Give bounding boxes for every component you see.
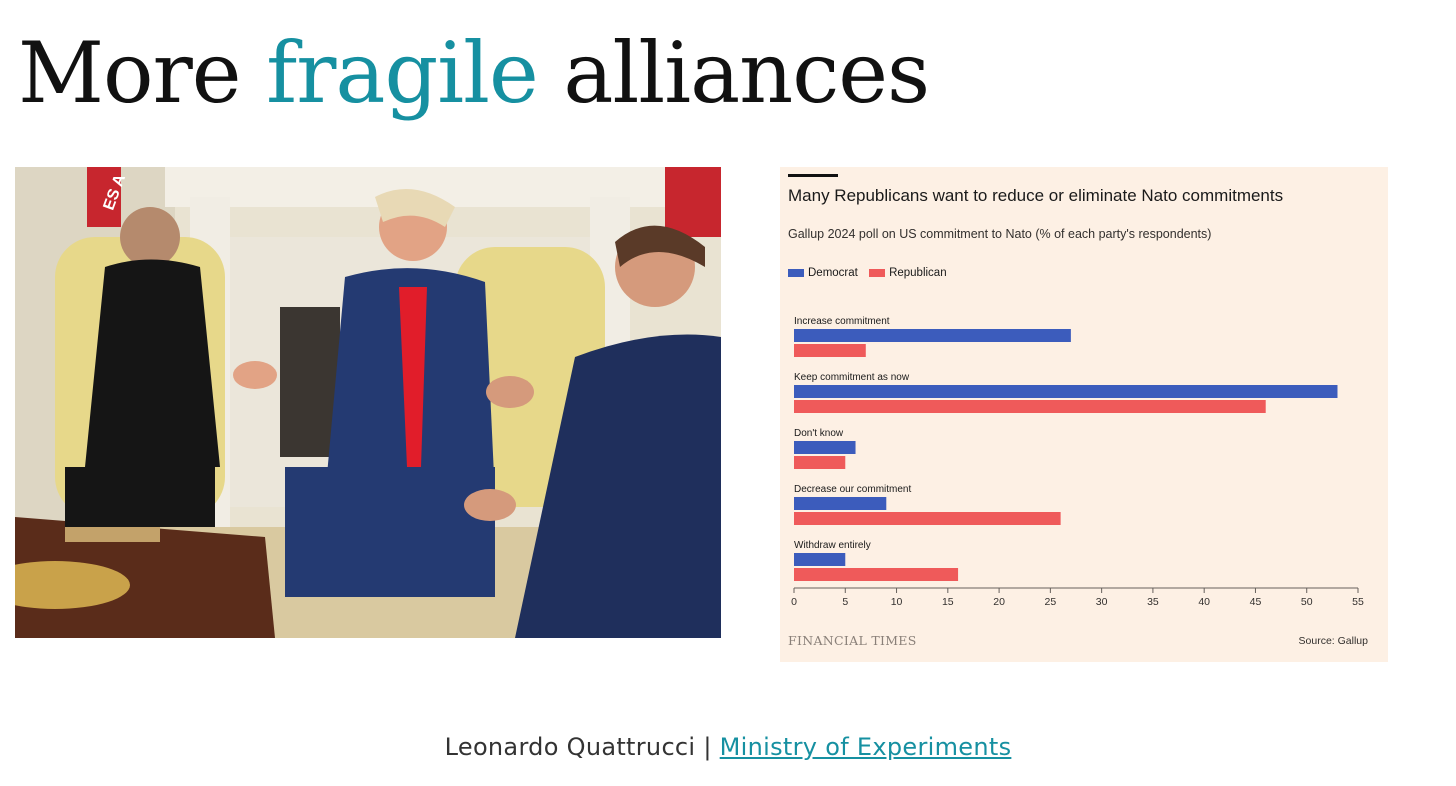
slide-title: More fragile alliances [18,18,930,128]
oval-office-photo: ES A [15,167,721,638]
x-tick-label: 15 [942,596,954,608]
legend-item-democrat: Democrat [788,267,858,279]
x-tick-label: 25 [1045,596,1057,608]
title-word-alliances: alliances [563,24,930,122]
bar-republican [794,512,1061,525]
x-tick-label: 40 [1198,596,1210,608]
chart-legend: Democrat Republican [788,267,955,280]
x-tick-label: 35 [1147,596,1159,608]
bar-democrat [794,385,1338,398]
title-word-fragile: fragile [266,24,539,122]
ministry-of-experiments-link[interactable]: Ministry of Experiments [719,733,1012,761]
legend-label-democrat: Democrat [808,267,858,279]
category-label: Keep commitment as now [794,372,910,383]
ft-chart-panel: Many Republicans want to reduce or elimi… [780,167,1388,662]
bar-republican [794,344,866,357]
bar-republican [794,400,1266,413]
x-tick-label: 5 [842,596,848,608]
footer-credit: Leonardo Quattrucci | Ministry of Experi… [0,733,1456,761]
x-tick-label: 45 [1250,596,1262,608]
bar-democrat [794,441,856,454]
bar-democrat [794,553,846,566]
title-word-more: More [18,24,241,122]
bar-democrat [794,497,887,510]
bar-democrat [794,329,1071,342]
legend-swatch-democrat [788,269,804,277]
legend-item-republican: Republican [869,267,947,279]
footer-separator: | [703,733,712,761]
x-tick-label: 55 [1352,596,1364,608]
category-label: Withdraw entirely [794,540,871,551]
photo-illustration: ES A [15,167,721,638]
footer-author: Leonardo Quattrucci [444,733,696,761]
bar-chart: Increase commitment Keep commitment as no… [791,316,1364,608]
chart-title: Many Republicans want to reduce or elimi… [788,186,1284,205]
chart-source: Source: Gallup [1298,635,1368,647]
ft-title-rule [788,174,838,177]
x-tick-label: 30 [1096,596,1108,608]
legend-swatch-republican [869,269,886,277]
chart-subtitle: Gallup 2024 poll on US commitment to Nat… [788,227,1212,241]
x-tick-label: 10 [891,596,903,608]
ft-brand-logo: FINANCIAL TIMES [788,633,917,648]
legend-label-republican: Republican [889,267,947,279]
bar-republican [794,568,959,581]
bar-republican [794,456,846,469]
category-label: Don't know [794,428,844,439]
x-tick-label: 0 [791,596,797,608]
category-label: Increase commitment [794,316,890,327]
category-label: Decrease our commitment [794,484,911,495]
x-tick-label: 50 [1301,596,1313,608]
x-tick-label: 20 [993,596,1005,608]
